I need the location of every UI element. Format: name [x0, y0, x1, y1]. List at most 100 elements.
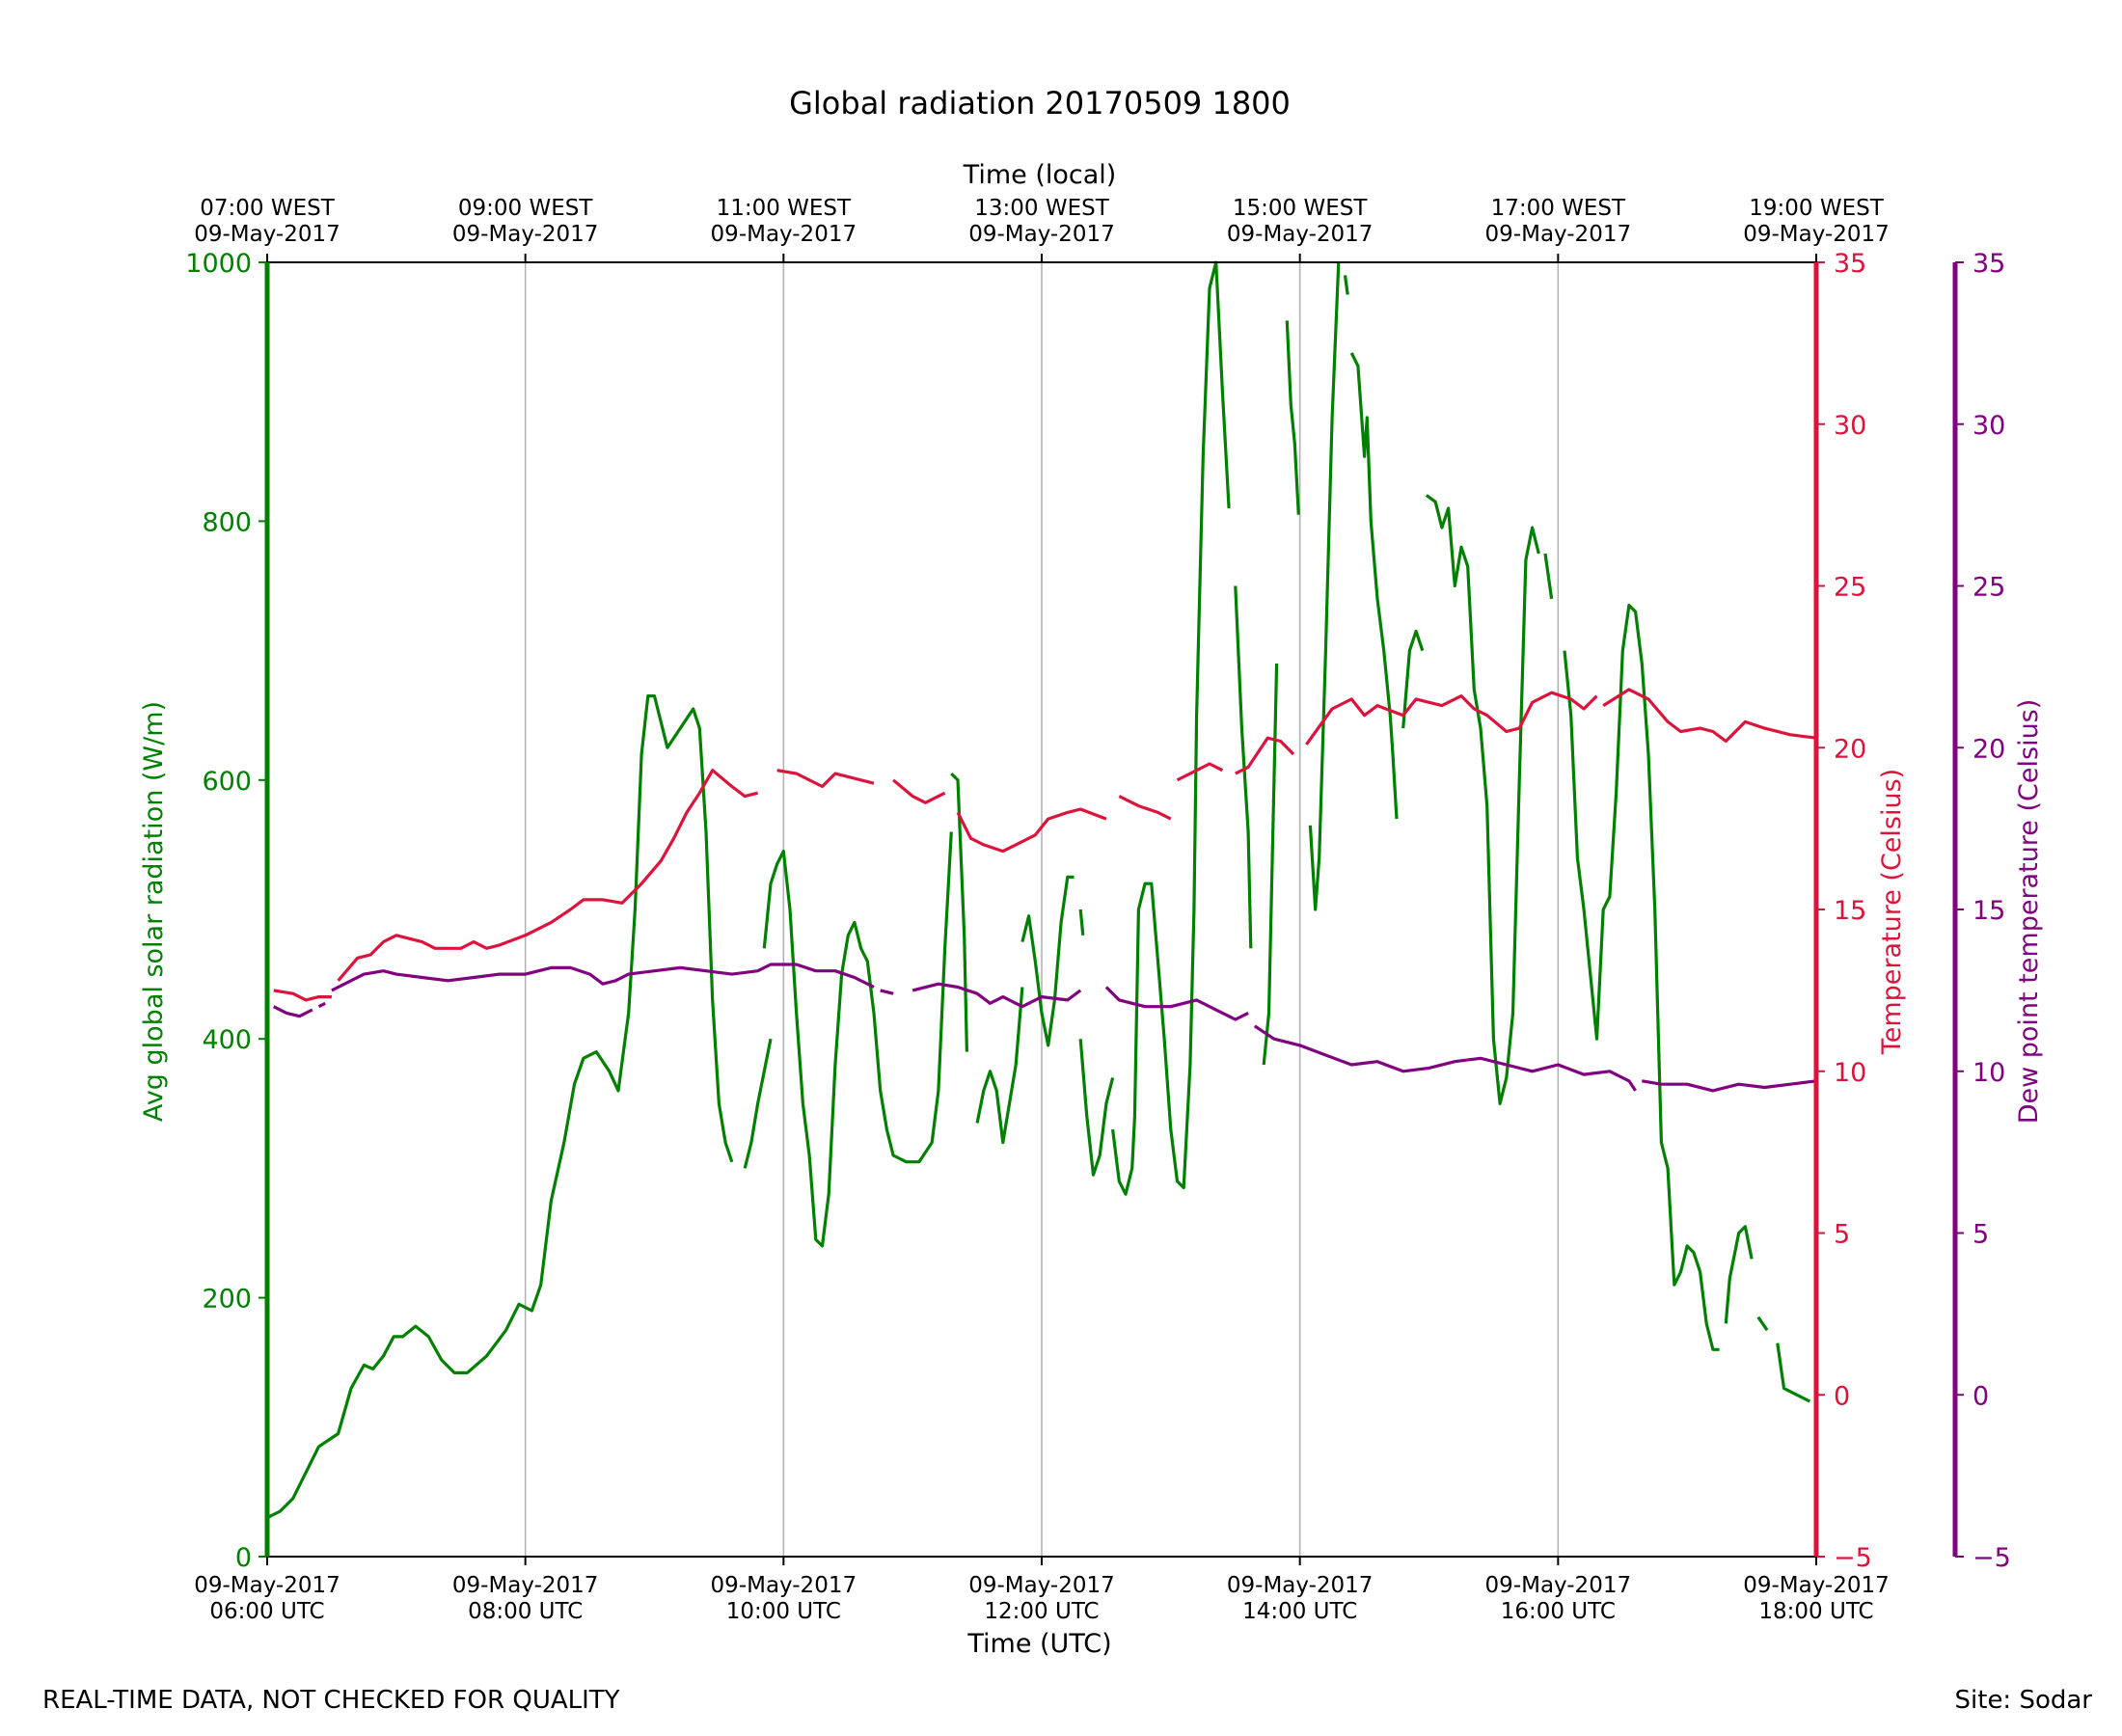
radiation-tick-label: 800 — [202, 507, 252, 537]
temperature-tick-label: 25 — [1834, 573, 1866, 603]
temperature-series-line — [1305, 691, 1598, 746]
radiation-series-line — [1776, 1343, 1811, 1403]
dewpoint-series-line — [911, 982, 1082, 1009]
x-tick-label-bottom-time: 14:00 UTC — [1242, 1599, 1357, 1624]
x-tick-label-top-date: 09-May-2017 — [1227, 222, 1374, 247]
x-tick-label-top-date: 09-May-2017 — [1743, 222, 1890, 247]
radiation-series-line — [1078, 1039, 1115, 1177]
dewpoint-tick-label: 5 — [1972, 1220, 1989, 1250]
radiation-series-line — [1563, 603, 1720, 1351]
temperature-tick-label: 35 — [1834, 249, 1866, 279]
temperature-tick-label: 20 — [1834, 734, 1866, 764]
temperature-tick-label: 30 — [1834, 411, 1866, 441]
radiation-tick-label: 1000 — [185, 249, 252, 279]
axes-layer: 0 200 400 600 800 1000 −5 0 5 10 15 20 25 30 35 −5 0 5 10 1… — [185, 196, 2011, 1624]
x-tick-label-bottom-date: 09-May-2017 — [968, 1573, 1115, 1598]
temperature-series-line — [273, 989, 332, 1002]
dewpoint-tick-label: 20 — [1972, 734, 2005, 764]
x-tick-label-top-date: 09-May-2017 — [1485, 222, 1632, 247]
y-axis-label-dewpoint: Dew point temperature (Celsius) — [2014, 699, 2044, 1125]
radiation-series-line — [950, 772, 968, 1052]
dewpoint-tick-label: 25 — [1972, 573, 2005, 603]
dewpoint-series-line — [272, 1005, 313, 1018]
temperature-tick-label: −5 — [1834, 1543, 1872, 1573]
x-tick-label-bottom-time: 18:00 UTC — [1758, 1599, 1873, 1624]
radiation-tick-label: 0 — [235, 1543, 252, 1573]
x-tick-label-bottom-date: 09-May-2017 — [1743, 1573, 1890, 1598]
radiation-series-line — [975, 987, 1024, 1145]
radiation-series-line — [1543, 553, 1554, 600]
chart-title: Global radiation 20170509 1800 — [789, 85, 1291, 122]
x-tick-label-top-date: 09-May-2017 — [968, 222, 1115, 247]
dewpoint-tick-label: −5 — [1972, 1543, 2011, 1573]
temperature-series-line — [1602, 688, 1817, 744]
x-tick-label-top-date: 09-May-2017 — [194, 222, 340, 247]
dewpoint-series-line — [1253, 1024, 1637, 1092]
radiation-series-line — [1724, 1225, 1754, 1324]
temperature-tick-label: 0 — [1834, 1381, 1850, 1411]
dewpoint-tick-label: 35 — [1972, 249, 2005, 279]
x-axis-label-top: Time (local) — [963, 160, 1117, 190]
x-tick-label-bottom-date: 09-May-2017 — [1485, 1573, 1632, 1598]
x-axis-label-bottom: Time (UTC) — [966, 1629, 1111, 1659]
x-tick-label-bottom-time: 08:00 UTC — [468, 1599, 583, 1624]
x-tick-label-top-time: 11:00 WEST — [717, 196, 852, 221]
temperature-tick-label: 15 — [1834, 896, 1866, 926]
temperature-series-line — [776, 769, 875, 789]
x-tick-label-top-date: 09-May-2017 — [452, 222, 599, 247]
x-tick-label-bottom-time: 06:00 UTC — [209, 1599, 324, 1624]
x-tick-label-top-time: 13:00 WEST — [974, 196, 1109, 221]
temperature-series-line — [956, 807, 1107, 854]
radiation-series-line — [1262, 663, 1279, 1066]
radiation-series-line — [1234, 585, 1253, 949]
radiation-series-line — [1349, 352, 1399, 820]
temperature-series-line — [337, 769, 758, 982]
dewpoint-tick-label: 30 — [1972, 411, 2005, 441]
temperature-series-line — [892, 778, 946, 804]
radiation-series-line — [762, 831, 953, 1248]
dewpoint-series-line — [317, 1001, 326, 1009]
temperature-series-line — [1176, 762, 1224, 782]
x-tick-label-bottom-time: 12:00 UTC — [984, 1599, 1099, 1624]
radiation-series-line — [743, 1038, 773, 1169]
quality-disclaimer: REAL-TIME DATA, NOT CHECKED FOR QUALITY — [42, 1686, 620, 1715]
y-axis-label-temperature: Temperature (Celsius) — [1877, 769, 1907, 1055]
dewpoint-series-line — [1642, 1079, 1817, 1093]
y-axis-label-radiation: Avg global solar radiation (W/m) — [139, 701, 169, 1122]
x-tick-label-top-time: 09:00 WEST — [458, 196, 593, 221]
radiation-series-line — [1078, 909, 1085, 936]
vertical-gridlines — [524, 262, 1560, 1557]
dewpoint-tick-label: 10 — [1972, 1058, 2005, 1088]
dewpoint-series-line — [1104, 986, 1249, 1021]
radiation-series-line — [1285, 320, 1300, 515]
radiation-series-line — [1401, 629, 1425, 729]
temperature-series-line — [1235, 736, 1295, 775]
dewpoint-series-line — [331, 963, 875, 992]
radiation-tick-label: 600 — [202, 767, 252, 797]
temperature-tick-label: 5 — [1834, 1220, 1850, 1250]
x-tick-label-top-time: 19:00 WEST — [1749, 196, 1884, 221]
radiation-series-line — [266, 693, 734, 1520]
x-tick-label-bottom-date: 09-May-2017 — [194, 1573, 340, 1598]
x-tick-label-top-time: 15:00 WEST — [1233, 196, 1368, 221]
x-tick-label-bottom-time: 16:00 UTC — [1501, 1599, 1616, 1624]
site-label: Site: Sodar — [1954, 1686, 2092, 1715]
temperature-series-line — [1118, 795, 1172, 821]
x-tick-label-bottom-date: 09-May-2017 — [711, 1573, 857, 1598]
dewpoint-series-line — [880, 989, 894, 995]
radiation-tick-label: 200 — [202, 1285, 252, 1315]
radiation-series-line — [1111, 260, 1231, 1196]
x-tick-label-bottom-time: 10:00 UTC — [726, 1599, 841, 1624]
temperature-tick-label: 10 — [1834, 1058, 1866, 1088]
dewpoint-tick-label: 15 — [1972, 896, 2005, 926]
x-tick-label-top-time: 07:00 WEST — [200, 196, 335, 221]
radiation-series-line — [1343, 275, 1349, 295]
x-tick-label-bottom-date: 09-May-2017 — [1227, 1573, 1374, 1598]
dewpoint-tick-label: 0 — [1972, 1381, 1989, 1411]
radiation-series-line — [1308, 261, 1341, 911]
radiation-tick-label: 400 — [202, 1025, 252, 1055]
x-tick-label-bottom-date: 09-May-2017 — [452, 1573, 599, 1598]
radiation-series-line — [1425, 494, 1540, 1105]
x-tick-label-top-time: 17:00 WEST — [1491, 196, 1626, 221]
